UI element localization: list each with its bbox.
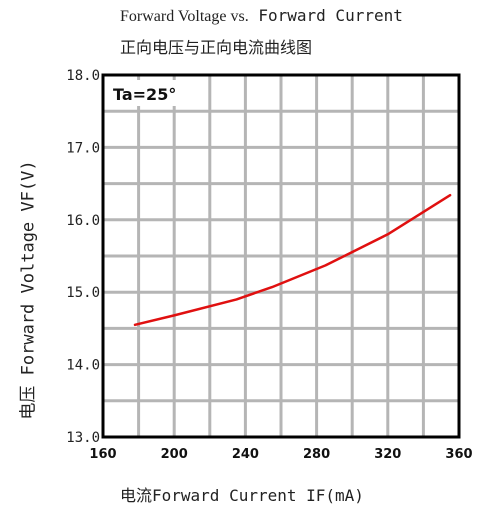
x-axis-label: 电流Forward Current IF(mA)	[120, 486, 364, 505]
x-tick-label: 160	[89, 447, 116, 462]
x-tick-label: 240	[232, 447, 259, 462]
y-tick-label: 17.0	[66, 140, 100, 156]
tick-labels: 160 200 240 280 320 360 13.0 14.0 15.0 16.0 17.0 18…	[66, 68, 472, 462]
y-tick-label: 15.0	[66, 285, 100, 301]
chart-title-line-1: Forward Voltage vs. Forward Current	[120, 6, 403, 26]
plot-frame	[101, 73, 461, 439]
y-tick-label: 14.0	[66, 358, 100, 374]
y-tick-label: 18.0	[66, 68, 100, 84]
x-tick-label: 200	[161, 447, 188, 462]
x-tick-label: 280	[303, 447, 330, 462]
chart-title-line-1-mono: Forward Current	[248, 6, 403, 25]
grid	[103, 75, 459, 437]
chart-title-line-1-text: Forward Voltage vs.	[120, 8, 249, 25]
annotation-label: Ta=25°	[113, 85, 176, 104]
x-tick-label: 360	[445, 447, 472, 462]
series-layer	[133, 193, 452, 327]
y-tick-label: 16.0	[66, 213, 100, 229]
annotation-box	[108, 80, 194, 106]
chart-title-line-2: 正向电压与正向电流曲线图	[120, 38, 313, 57]
y-tick-label: 13.0	[66, 430, 100, 446]
x-tick-label: 320	[374, 447, 401, 462]
series-line	[133, 193, 452, 327]
